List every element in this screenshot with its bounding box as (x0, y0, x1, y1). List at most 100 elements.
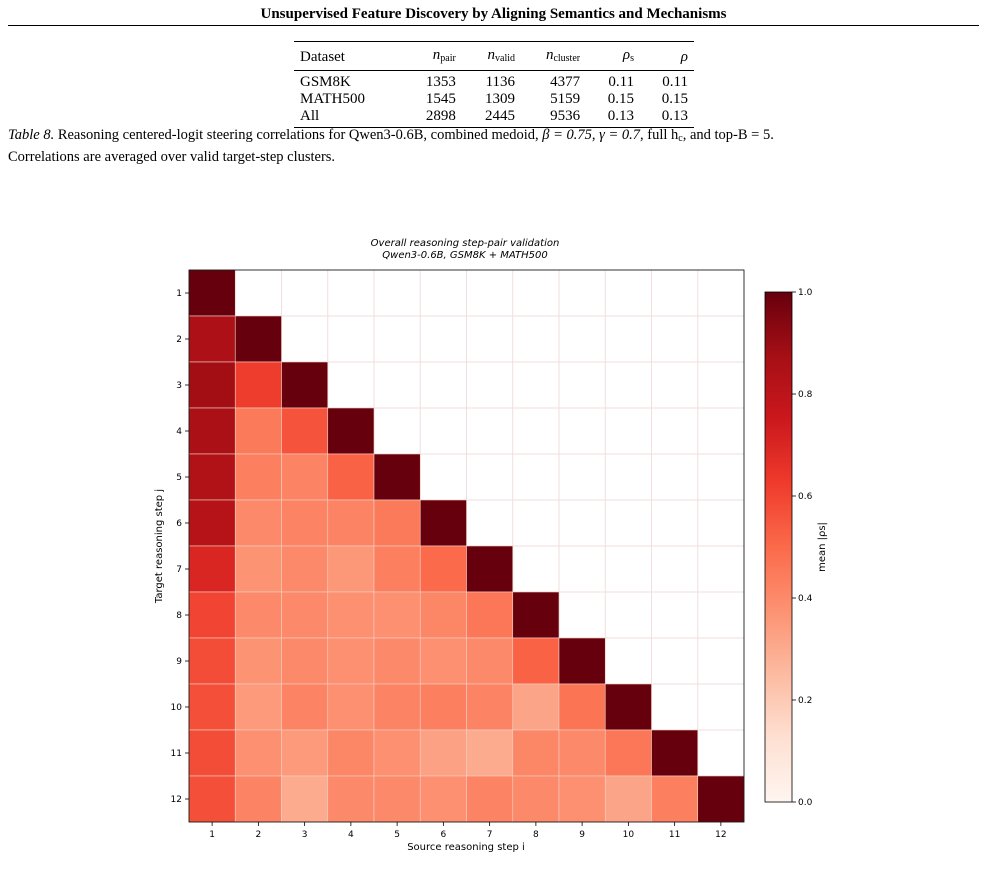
heatmap-cell (188, 453, 236, 501)
heatmap-cell (419, 637, 467, 685)
caption-text: Reasoning centered-logit steering correl… (57, 127, 539, 143)
heatmap-cell (188, 729, 236, 777)
table-row: GSM8K 1353 1136 4377 0.11 0.11 (294, 71, 694, 92)
caption-text-2: Correlations are averaged over valid tar… (8, 149, 336, 165)
heatmap-cell (419, 683, 467, 731)
heatmap-cell (373, 591, 421, 639)
heatmap-cell (234, 591, 282, 639)
cell-rho-s: 0.15 (607, 91, 635, 107)
col-header-dataset: Dataset (300, 48, 345, 65)
colorbar-tick-label: 0.4 (798, 594, 813, 604)
x-tick-label: 1 (209, 830, 215, 840)
heatmap-cell (512, 591, 560, 639)
x-tick-label: 8 (533, 830, 539, 840)
heatmap-cell (234, 407, 282, 455)
heatmap-cell (327, 729, 375, 777)
heatmap-cell (512, 775, 560, 823)
x-tick-label: 2 (256, 830, 262, 840)
y-tick-label: 11 (171, 749, 182, 759)
colorbar-ticks: 0.0 0.2 0.4 0.6 0.8 1.0 (792, 288, 813, 808)
results-table-container: Dataset npair nvalid ncluster ρs ρ GSM8K… (294, 41, 694, 128)
cell-dataset: MATH500 (300, 91, 366, 107)
cell-rho: 0.15 (661, 91, 688, 107)
heatmap-cell (466, 637, 514, 685)
cell-rho-s: 0.13 (607, 108, 635, 124)
cell-n-valid: 1136 (485, 74, 516, 90)
x-axis-label: Source reasoning step i (407, 842, 525, 853)
cell-n-cluster: 5159 (550, 91, 581, 107)
heatmap-cell (419, 499, 467, 547)
heatmap-cell (327, 591, 375, 639)
colorbar-tick-label: 0.2 (798, 696, 812, 706)
x-tick-label: 6 (441, 830, 447, 840)
y-tick-label: 9 (176, 657, 182, 667)
x-tick-label: 5 (394, 830, 400, 840)
heatmap-cell (512, 637, 560, 685)
col-header-n-valid: nvalid (487, 47, 516, 64)
cell-rho: 0.11 (662, 74, 688, 90)
y-tick-label: 1 (176, 289, 182, 299)
colorbar-tick-label: 1.0 (798, 288, 813, 298)
cell-n-valid: 2445 (485, 108, 516, 124)
heatmap-cell (188, 775, 236, 823)
cell-dataset: All (300, 108, 320, 124)
heatmap-cell (327, 545, 375, 593)
table-row: MATH500 1545 1309 5159 0.15 0.15 (294, 91, 694, 108)
heatmap-cell (604, 775, 652, 823)
heatmap-cell (281, 499, 329, 547)
heatmap-cell (281, 683, 329, 731)
y-tick-label: 10 (171, 703, 183, 713)
x-tick-label: 9 (579, 830, 585, 840)
heatmap-cell (281, 407, 329, 455)
plot-frame (188, 269, 745, 823)
chart-title: Overall reasoning step-pair validation (371, 238, 560, 249)
heatmap-cell (373, 775, 421, 823)
caption-full-hc: full h (647, 127, 679, 143)
heatmap-cell (281, 361, 329, 409)
y-tick-label: 2 (176, 335, 182, 345)
heatmap-cell (281, 545, 329, 593)
table-caption: Table 8. Reasoning centered-logit steeri… (8, 127, 774, 165)
heatmap-cell (466, 683, 514, 731)
caption-full-hc-sub: c (678, 133, 683, 144)
heatmap-cell (558, 683, 606, 731)
y-tick-label: 7 (176, 565, 182, 575)
caption-label: Table 8. (8, 127, 55, 143)
heatmap-cell (234, 775, 282, 823)
heatmap-cell (234, 637, 282, 685)
running-head: Unsupervised Feature Discovery by Aligni… (260, 6, 727, 22)
heatmap-cell (512, 683, 560, 731)
heatmap-cell (373, 499, 421, 547)
heatmap-cell (188, 407, 236, 455)
heatmap-cell (419, 545, 467, 593)
cell-n-valid: 1309 (485, 91, 516, 107)
col-header-rho-s: ρs (622, 47, 635, 64)
heatmap-cells (188, 269, 745, 823)
x-tick-label: 12 (715, 830, 726, 840)
heatmap-cell (234, 729, 282, 777)
y-tick-label: 8 (176, 611, 182, 621)
caption-gamma: γ = 0.7 (599, 127, 640, 143)
heatmap-cell (188, 499, 236, 547)
caption-beta: β = 0.75 (542, 127, 592, 143)
caption-topb: and top-B = 5. (689, 127, 774, 143)
heatmap-cell (558, 729, 606, 777)
heatmap-cell (234, 453, 282, 501)
colorbar (764, 291, 793, 803)
heatmap-cell (234, 683, 282, 731)
cell-rho: 0.13 (661, 108, 688, 124)
heatmap-cell (281, 453, 329, 501)
heatmap-cell (466, 591, 514, 639)
cell-n-cluster: 9536 (550, 108, 581, 124)
heatmap-cell (419, 775, 467, 823)
chart-subtitle: Qwen3-0.6B, GSM8K + MATH500 (382, 250, 547, 261)
heatmap-cell (419, 591, 467, 639)
heatmap-cell (373, 453, 421, 501)
y-tick-label: 3 (176, 381, 182, 391)
heatmap-cell (281, 637, 329, 685)
heatmap-cell (281, 775, 329, 823)
heatmap-cell (281, 591, 329, 639)
heatmap-cell (558, 637, 606, 685)
